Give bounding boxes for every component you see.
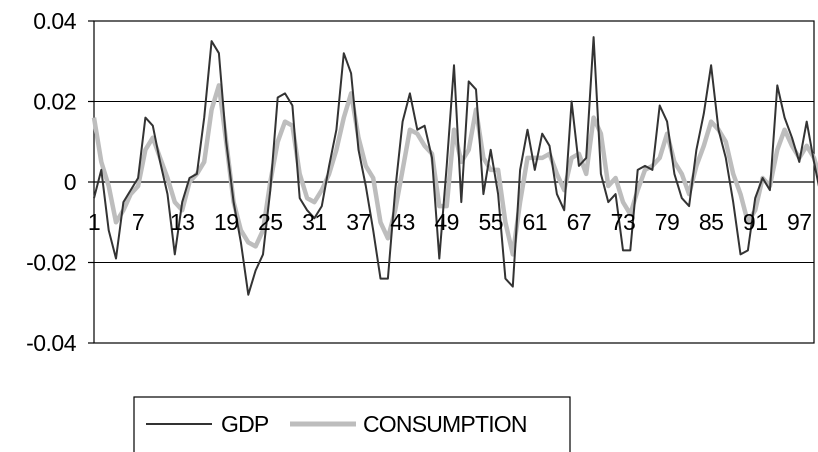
- x-tick-label: 67: [567, 209, 592, 235]
- x-tick-label: 43: [390, 209, 415, 235]
- x-tick-label: 85: [699, 209, 724, 235]
- series-lines: [91, 36, 818, 296]
- x-tick-label: 79: [655, 209, 680, 235]
- y-tick-label: 0.04: [33, 8, 76, 34]
- y-tick-label: -0.02: [26, 250, 76, 276]
- x-tick-label: 97: [787, 209, 812, 235]
- x-tick-label: 61: [523, 209, 548, 235]
- legend-label-gdp: GDP: [221, 411, 269, 437]
- x-tick-label: 13: [170, 209, 195, 235]
- y-tick-label: -0.04: [26, 330, 77, 356]
- x-axis-ticks: 1 7 13 19 25 31 37 43 49 55 61 67 73 79 85 91 97: [88, 209, 812, 235]
- legend: GDP CONSUMPTION: [133, 396, 571, 452]
- y-tick-label: 0: [64, 169, 76, 195]
- x-tick-label: 7: [132, 209, 144, 235]
- x-tick-label: 73: [611, 209, 636, 235]
- x-tick-label: 31: [302, 209, 327, 235]
- x-tick-label: 55: [478, 209, 503, 235]
- x-tick-label: 37: [346, 209, 371, 235]
- x-tick-label: 91: [743, 209, 768, 235]
- series-line-gdp: [93, 36, 818, 296]
- x-tick-label: 1: [88, 209, 100, 235]
- y-tick-label: 0.02: [33, 89, 76, 115]
- legend-label-consumption: CONSUMPTION: [363, 411, 527, 437]
- y-axis-ticks: 0.04 0.02 0 -0.02 -0.04: [26, 8, 94, 356]
- x-tick-label: 25: [258, 209, 283, 235]
- x-tick-label: 19: [214, 209, 239, 235]
- x-tick-label: 49: [434, 209, 459, 235]
